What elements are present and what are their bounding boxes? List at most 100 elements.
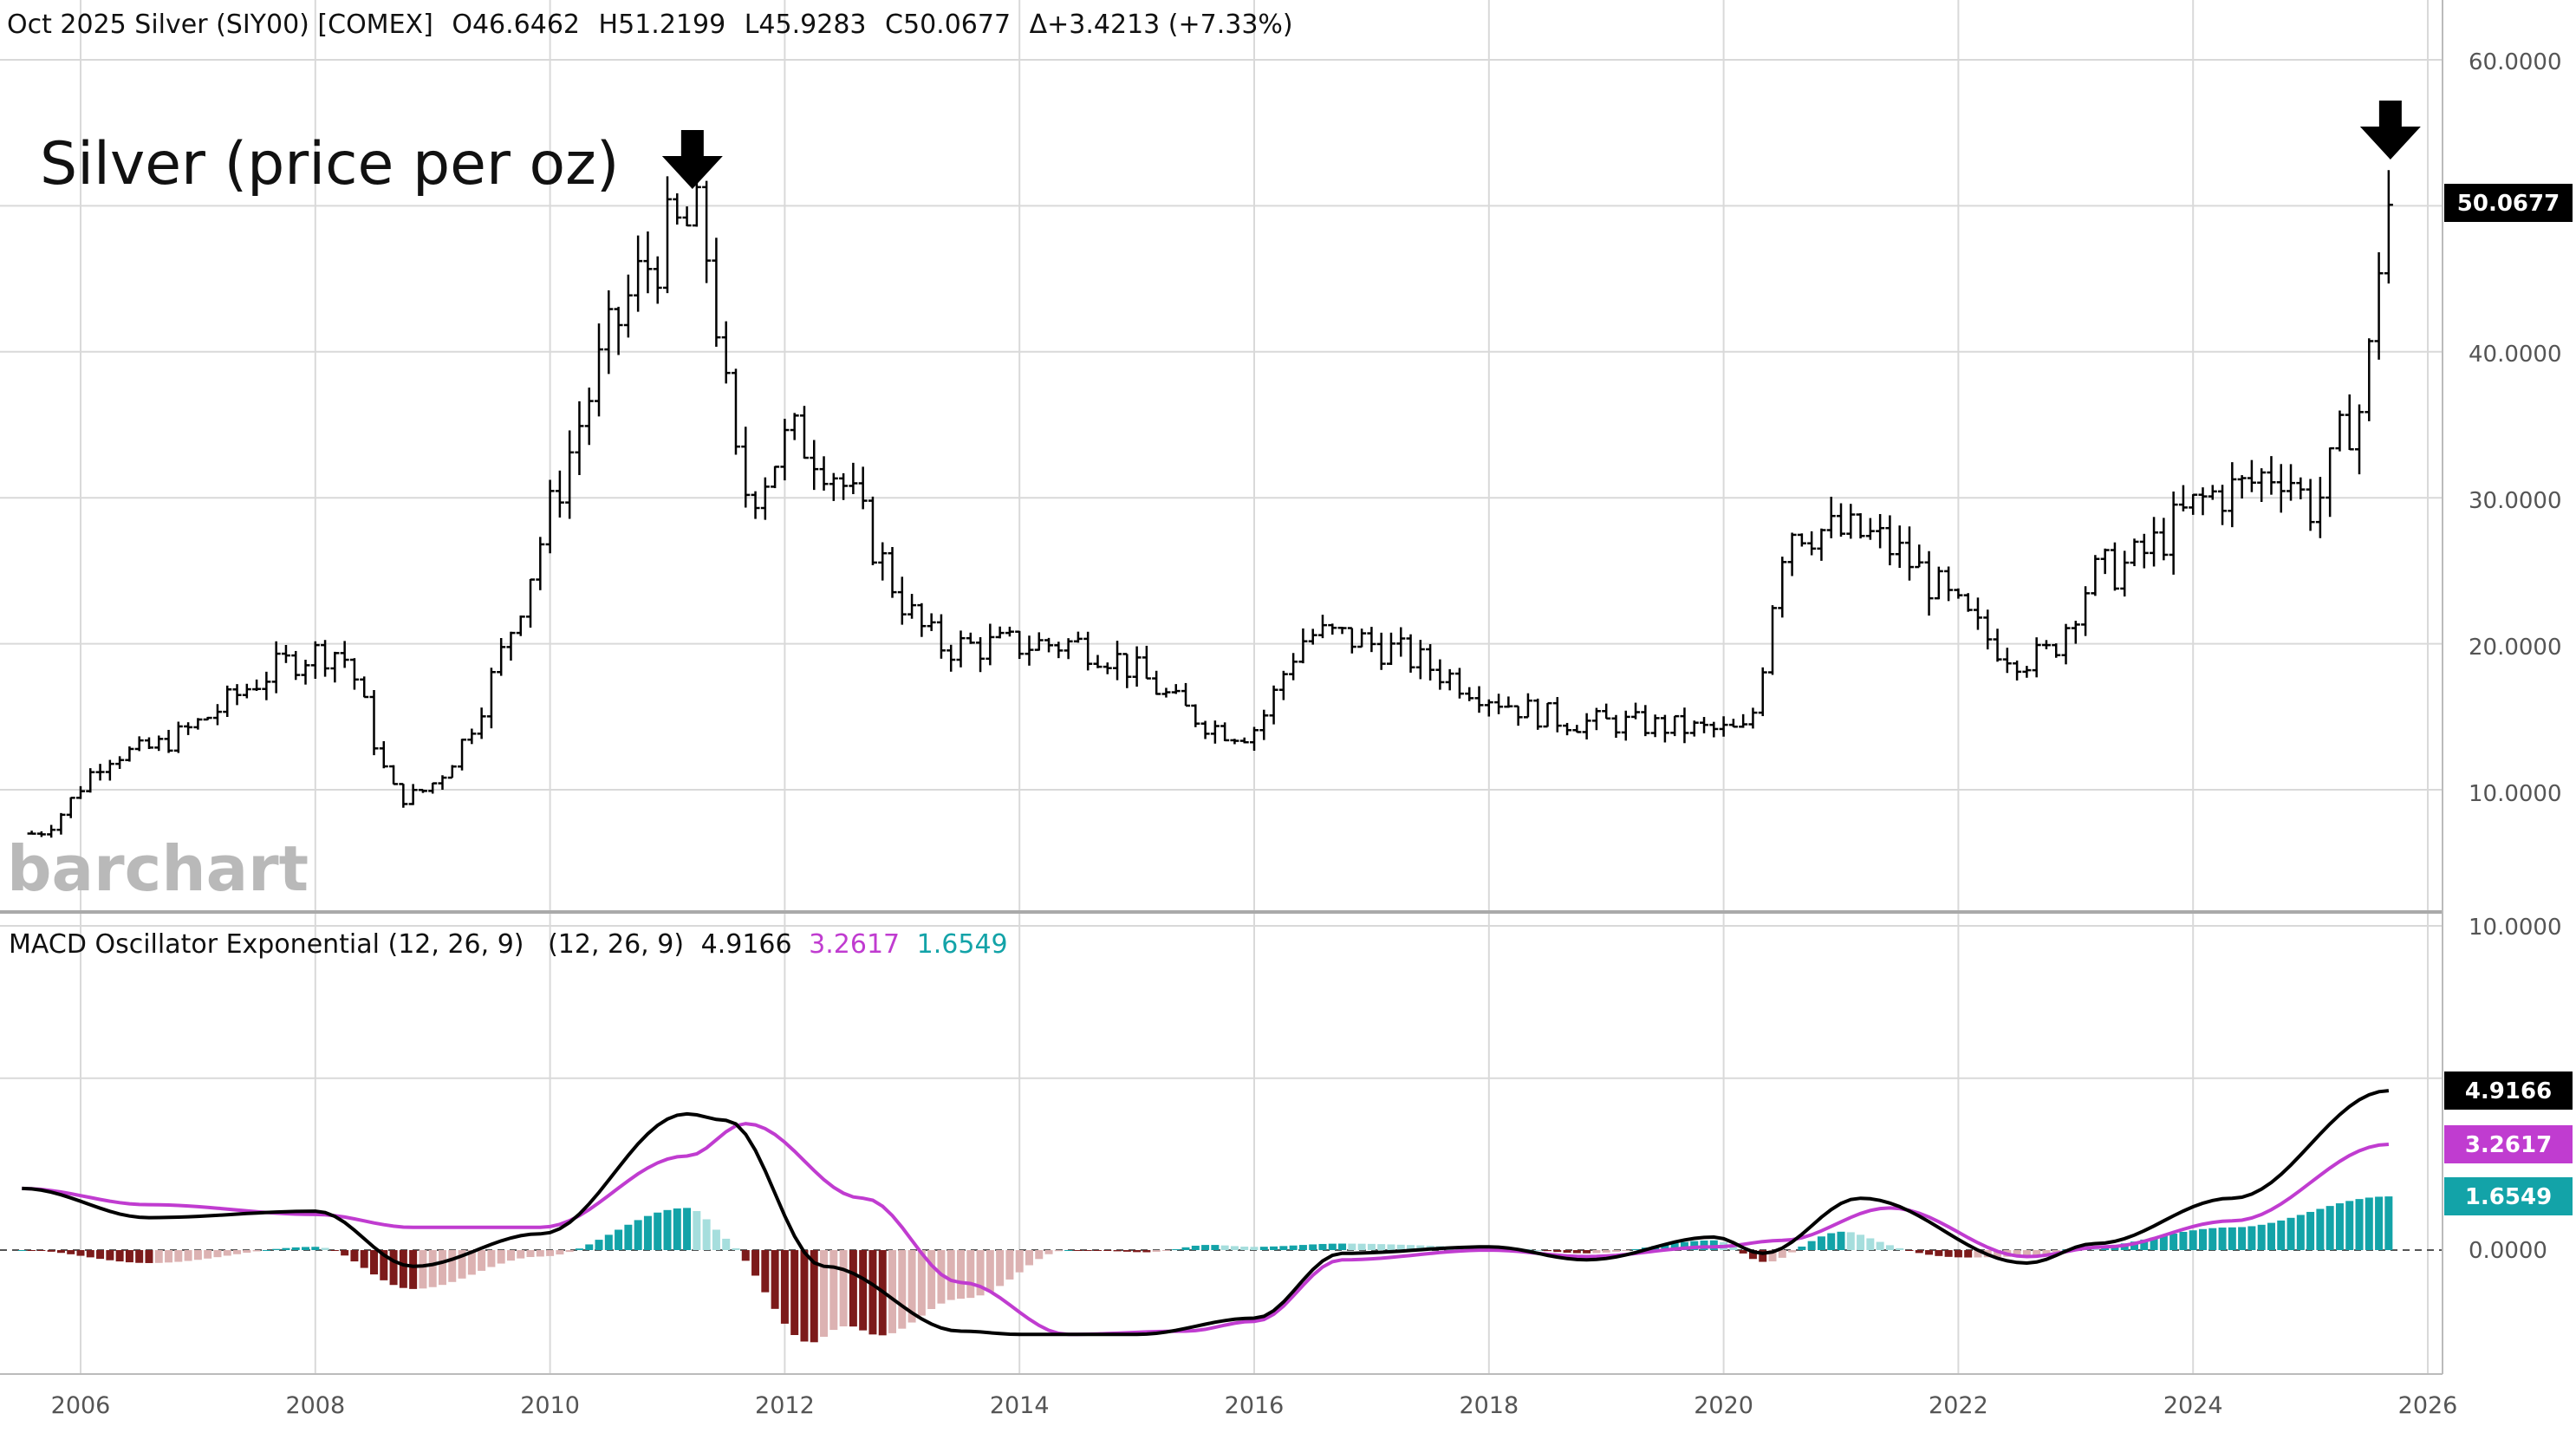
histogram-bar [742,1250,750,1260]
histogram-bar [703,1219,711,1250]
histogram-bar [213,1250,221,1257]
histogram-bar [683,1208,691,1250]
histogram-bar [1192,1246,1200,1250]
y-tick-60: 60.0000 [2469,49,2562,75]
last-price-label: 50.0677 [2457,191,2560,217]
histogram-bar [2336,1203,2344,1250]
histogram-bar [48,1250,55,1252]
histogram-bar [1055,1250,1063,1251]
histogram-bar [77,1250,85,1256]
histogram-bar [1251,1247,1259,1250]
histogram-bar [1935,1250,1942,1256]
macd-params: (12, 26, 9) [548,929,684,960]
histogram-bar [1338,1244,1346,1250]
histogram-bar [2326,1206,2334,1250]
histogram-bar [996,1250,1004,1286]
histogram-bar [243,1250,250,1253]
histogram-bar [1612,1250,1620,1252]
histogram-bar [615,1229,622,1250]
histogram-bar [1818,1236,1825,1250]
histogram-bar [732,1248,739,1250]
histogram-bar [1905,1250,1913,1251]
y-tick-10: 10.0000 [2469,781,2562,807]
histogram-bar [37,1250,45,1251]
histogram-bar [1240,1247,1248,1250]
histogram-bar [1573,1250,1581,1254]
open-value: O46.6462 [452,10,580,40]
histogram-bar [1231,1246,1239,1250]
histogram-bar [439,1250,446,1285]
histogram-bar [390,1250,398,1285]
histogram-bar [1632,1249,1640,1250]
histogram-bar [1074,1250,1082,1251]
y-tick-40: 40.0000 [2469,342,2562,368]
histogram-bar [898,1250,906,1329]
macd-legend: MACD Oscillator Exponential (12, 26, 9) … [9,929,1008,960]
histogram-bar [87,1250,94,1257]
year-label: 2018 [1459,1392,1519,1419]
histogram-bar [1084,1250,1092,1251]
histogram-bar [361,1250,368,1268]
histogram-bar [2208,1228,2216,1250]
histogram-bar [1211,1245,1219,1250]
histogram-bar [840,1250,848,1326]
histogram-bar [1142,1250,1150,1252]
histogram-bar [253,1250,261,1251]
histogram-bar [1133,1250,1141,1252]
histogram-bar [1387,1244,1395,1250]
histogram-bar [1162,1250,1170,1251]
histogram-bar [2306,1212,2314,1250]
histogram-bar [263,1250,270,1251]
histogram-bar [1260,1247,1268,1250]
histogram-bar [585,1244,593,1250]
histogram-bar [712,1229,720,1250]
histogram-bar [751,1250,759,1275]
histogram-value: 1.6549 [917,929,1008,960]
histogram-bar [272,1249,280,1250]
histogram-bar [1329,1244,1337,1250]
histogram-bar [1358,1244,1366,1250]
histogram-bar [1788,1250,1796,1253]
histogram-bar [868,1250,876,1334]
histogram-bar [634,1220,642,1250]
histogram-bar [693,1211,700,1250]
histogram-bar [498,1250,505,1264]
histogram-bar [1866,1238,1874,1250]
histogram-bar [859,1250,867,1331]
histogram-bar [2267,1223,2275,1250]
histogram-bar [57,1250,65,1253]
histogram-bar [1603,1250,1610,1253]
histogram-bar [556,1250,563,1254]
chart-annotation: Silver (price per oz) [40,130,619,199]
histogram-bar [155,1250,163,1263]
histogram-bar [546,1250,554,1256]
histogram-bar [2287,1218,2295,1250]
close-value: C50.0677 [885,10,1011,40]
histogram-bar [790,1250,798,1335]
histogram-bar [1318,1244,1326,1250]
histogram-bar [185,1250,192,1261]
histogram-bar [1368,1244,1376,1250]
histogram-bar [2345,1201,2353,1250]
histogram-bar [644,1216,652,1250]
histogram-bar [1798,1247,1805,1250]
year-label: 2014 [990,1392,1050,1419]
histogram-bar [947,1250,955,1300]
histogram-bar [2375,1196,2383,1250]
histogram-bar [135,1250,143,1263]
histogram-bar [1916,1250,1923,1253]
year-label: 2020 [1694,1392,1753,1419]
year-label: 2010 [520,1392,580,1419]
histogram-bar [771,1250,779,1309]
histogram-bar [829,1250,837,1330]
histogram-bar [1847,1232,1855,1250]
histogram-bar [1094,1250,1102,1251]
year-label: 2022 [1929,1392,1988,1419]
histogram-bar [2277,1221,2285,1250]
histogram-bar [1172,1249,1180,1250]
histogram-bar [722,1239,730,1250]
histogram-bar [1299,1245,1307,1250]
histogram-bar [576,1248,583,1250]
